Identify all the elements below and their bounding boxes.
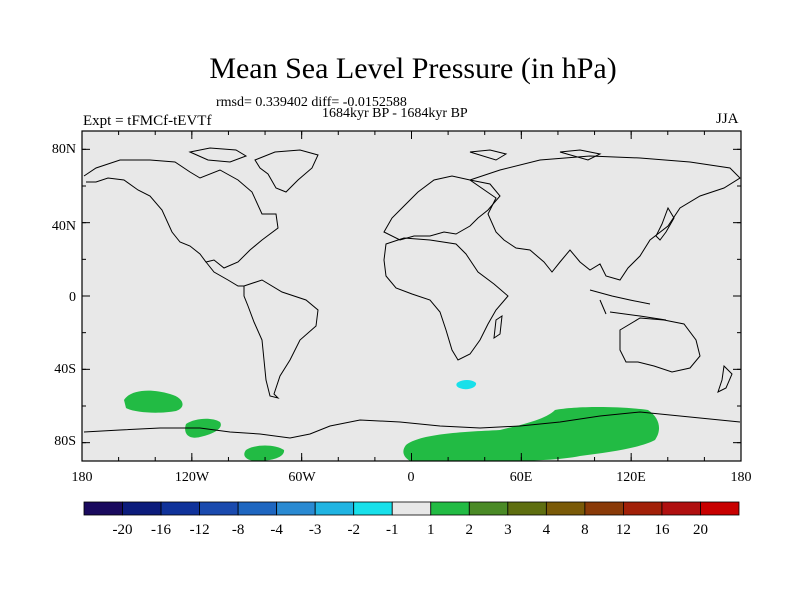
colorbar: -20 -16 -12 -8 -4 -3 -2 -1 1 2 3 4 8 12 16 20 bbox=[83, 501, 740, 538]
colorbar-label: 2 bbox=[466, 522, 474, 538]
colorbar-label: -12 bbox=[190, 522, 210, 538]
experiment-label: Expt = tFMCf-tEVTf bbox=[83, 113, 212, 129]
colorbar-swatch bbox=[700, 501, 740, 516]
x-tick-label: 180 bbox=[731, 470, 752, 485]
anomaly-patches bbox=[124, 380, 660, 461]
colorbar-label: -2 bbox=[347, 522, 360, 538]
colorbar-swatch bbox=[661, 501, 701, 516]
colorbar-swatch bbox=[83, 501, 123, 516]
madagascar-coastline bbox=[493, 314, 503, 340]
positive-anomaly-patch bbox=[403, 407, 660, 461]
africa-coastline bbox=[383, 237, 509, 361]
x-axis: 180 120W 60W 0 60E 120E 180 bbox=[72, 470, 752, 485]
colorbar-label: 1 bbox=[427, 522, 435, 538]
colorbar-label: -16 bbox=[151, 522, 171, 538]
x-tick-label: 120E bbox=[616, 470, 646, 485]
negative-anomaly-patch bbox=[456, 380, 477, 390]
period-line: 1684kyr BP - 1684kyr BP bbox=[322, 106, 468, 121]
colorbar-swatch bbox=[468, 501, 509, 516]
colorbar-label: 16 bbox=[654, 522, 670, 538]
north-america-coastline bbox=[83, 159, 279, 269]
australia-coastline bbox=[619, 317, 701, 373]
colorbar-swatch bbox=[122, 501, 162, 516]
y-tick-label: 40N bbox=[52, 219, 76, 234]
colorbar-swatch bbox=[199, 501, 239, 516]
colorbar-swatch bbox=[353, 501, 393, 516]
colorbar-swatch bbox=[545, 501, 586, 516]
x-tick-label: 60E bbox=[510, 470, 533, 485]
central-america-coastline bbox=[205, 261, 244, 287]
stats-line: rmsd= 0.339402 diff= -0.0152588 bbox=[216, 95, 407, 110]
y-tick-label: 80S bbox=[54, 434, 76, 449]
x-tick-label: 180 bbox=[72, 470, 93, 485]
colorbar-label: -4 bbox=[270, 522, 283, 538]
y-axis: 80N 40N 0 40S 80S bbox=[52, 142, 76, 449]
coastlines bbox=[83, 147, 741, 439]
colorbar-swatch bbox=[314, 501, 355, 516]
map-background bbox=[82, 131, 741, 461]
indonesia-coastline bbox=[589, 289, 667, 321]
colorbar-label: 20 bbox=[693, 522, 708, 538]
colorbar-swatch bbox=[507, 501, 547, 516]
season-label: JJA bbox=[716, 111, 739, 127]
positive-anomaly-patch bbox=[124, 390, 183, 413]
colorbar-label: -3 bbox=[309, 522, 322, 538]
colorbar-swatch bbox=[276, 501, 316, 516]
arctic-islands-coastline bbox=[188, 147, 602, 163]
antarctica-coastline bbox=[83, 411, 741, 439]
colorbar-swatch bbox=[160, 501, 200, 516]
colorbar-label: 8 bbox=[581, 522, 589, 538]
axis-ticks bbox=[81, 131, 742, 461]
colorbar-label: 3 bbox=[504, 522, 512, 538]
colorbar-label: -8 bbox=[232, 522, 245, 538]
colorbar-swatch bbox=[391, 501, 432, 516]
colorbar-label: -20 bbox=[113, 522, 133, 538]
colorbar-label: 12 bbox=[616, 522, 631, 538]
positive-anomaly-patch bbox=[244, 445, 285, 461]
colorbar-swatch bbox=[584, 501, 624, 516]
japan-coastline bbox=[655, 206, 675, 241]
greenland-coastline bbox=[254, 149, 319, 193]
map-title: Mean Sea Level Pressure (in hPa) bbox=[209, 52, 617, 85]
colorbar-swatch bbox=[430, 501, 470, 516]
y-tick-label: 80N bbox=[52, 142, 76, 157]
south-america-coastline bbox=[243, 279, 319, 399]
colorbar-swatch bbox=[237, 501, 278, 516]
colorbar-label: 4 bbox=[543, 522, 551, 538]
new-zealand-coastline bbox=[717, 364, 733, 393]
x-tick-label: 120W bbox=[175, 470, 210, 485]
x-tick-label: 0 bbox=[408, 470, 415, 485]
colorbar-label: -1 bbox=[386, 522, 399, 538]
asia-coastline bbox=[468, 155, 741, 281]
x-tick-label: 60W bbox=[288, 470, 316, 485]
y-tick-label: 0 bbox=[69, 290, 76, 305]
y-tick-label: 40S bbox=[54, 362, 76, 377]
colorbar-swatch bbox=[623, 501, 663, 516]
